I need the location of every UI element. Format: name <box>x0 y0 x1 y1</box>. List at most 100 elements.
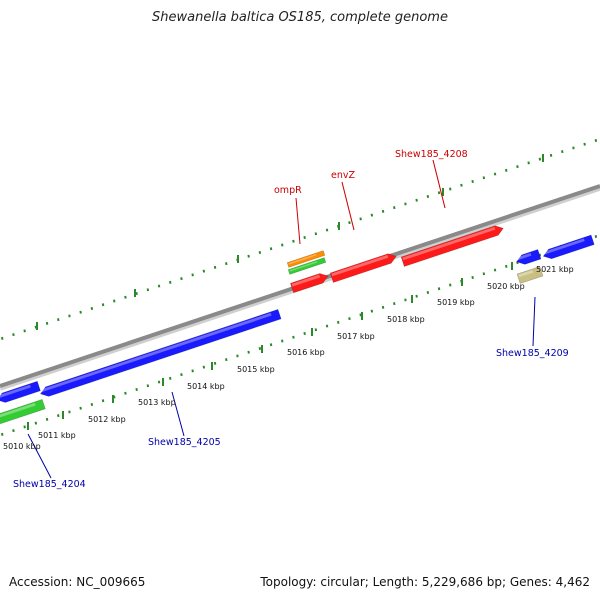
feature-orange <box>286 250 326 268</box>
forward-minor-tick <box>90 306 94 310</box>
reverse-minor-tick <box>393 302 396 306</box>
reverse-minor-tick <box>415 294 418 298</box>
forward-minor-tick <box>426 194 430 198</box>
forward-minor-tick <box>493 172 497 176</box>
reverse-minor-tick <box>57 414 60 418</box>
reverse-minor-tick <box>471 276 474 280</box>
forward-minor-tick <box>437 191 441 195</box>
reverse-minor-tick <box>337 320 340 324</box>
reverse-minor-tick <box>269 343 273 347</box>
gene-shew185-4205 <box>39 309 282 397</box>
forward-minor-tick <box>1 336 4 340</box>
forward-minor-tick <box>45 321 49 325</box>
forward-minor-tick <box>370 213 374 217</box>
gene-envZ <box>329 253 397 283</box>
tick-label: 5018 kbp <box>387 315 425 324</box>
reverse-minor-tick <box>348 317 351 321</box>
tick-label: 5012 kbp <box>88 415 126 424</box>
tick-track-reverse <box>1 234 598 436</box>
gene-reverse-left <box>0 380 41 403</box>
forward-minor-tick <box>169 280 172 284</box>
forward-minor-tick <box>583 142 586 146</box>
forward-minor-tick <box>292 239 295 243</box>
forward-minor-tick <box>460 183 463 187</box>
reverse-minor-tick <box>191 369 194 373</box>
reverse-minor-tick <box>225 358 228 362</box>
reverse-minor-tick <box>79 406 82 410</box>
reverse-minor-tick <box>146 384 150 388</box>
tick-label: 5010 kbp <box>3 442 41 451</box>
forward-minor-tick <box>135 292 138 296</box>
forward-minor-tick <box>12 333 15 337</box>
tick-label: 5021 kbp <box>536 265 574 274</box>
forward-minor-tick <box>303 236 306 240</box>
forward-minor-tick <box>68 314 71 318</box>
reverse-minor-tick <box>1 432 4 436</box>
forward-minor-tick <box>325 228 329 232</box>
gene-shew185-4204 <box>0 398 46 426</box>
reverse-minor-tick <box>113 395 116 399</box>
reverse-minor-tick <box>135 388 138 392</box>
forward-minor-tick <box>549 153 553 157</box>
reverse-minor-tick <box>449 283 452 287</box>
gene-label: Shew185_4205 <box>148 437 221 448</box>
gene-label: envZ <box>331 170 355 181</box>
reverse-minor-tick <box>314 328 318 332</box>
gene-callouts: ompR envZ Shew185_4208 Shew185_4209 Shew185_… <box>13 149 569 490</box>
reverse-minor-tick <box>370 309 374 313</box>
forward-minor-tick <box>146 288 150 292</box>
reverse-minor-tick <box>157 380 161 384</box>
tick-label: 5020 kbp <box>487 282 525 291</box>
tick-label: 5016 kbp <box>287 348 325 357</box>
forward-minor-tick <box>101 303 105 307</box>
reverse-minor-tick <box>381 305 385 309</box>
tick-label: 5014 kbp <box>187 382 225 391</box>
tick-label: 5017 kbp <box>337 332 375 341</box>
forward-minor-tick <box>79 310 82 314</box>
gene-shew185-4209 <box>516 249 542 265</box>
gene-reverse-right <box>542 234 595 260</box>
reverse-minor-tick <box>359 313 362 317</box>
forward-minor-tick <box>415 198 418 202</box>
callout-line <box>27 433 52 479</box>
reverse-minor-tick <box>493 268 497 272</box>
gene-label: ompR <box>274 185 302 196</box>
forward-minor-tick <box>505 168 508 172</box>
forward-minor-tick <box>561 150 564 154</box>
forward-minor-tick <box>247 254 250 258</box>
gene-features <box>0 225 595 426</box>
forward-minor-tick <box>281 243 284 247</box>
reverse-minor-tick <box>482 272 486 276</box>
reverse-minor-tick <box>90 402 94 406</box>
reverse-minor-tick <box>538 253 542 257</box>
callout-line <box>341 181 355 231</box>
reverse-minor-tick <box>68 410 71 414</box>
reverse-minor-tick <box>325 324 329 328</box>
accession-text: Accession: NC_009665 <box>9 575 146 589</box>
forward-minor-tick <box>23 329 26 333</box>
tick-label: 5019 kbp <box>437 298 475 307</box>
reverse-minor-tick <box>258 346 262 350</box>
forward-minor-tick <box>404 202 407 206</box>
reverse-minor-tick <box>34 421 38 425</box>
reverse-minor-tick <box>180 373 183 377</box>
reverse-minor-tick <box>437 287 441 291</box>
reverse-minor-tick <box>404 298 407 302</box>
reverse-minor-tick <box>202 365 206 369</box>
callout-line <box>295 197 301 245</box>
forward-minor-tick <box>225 262 228 266</box>
reverse-minor-tick <box>12 429 15 433</box>
forward-minor-tick <box>381 209 385 213</box>
callout-line <box>432 159 446 209</box>
genome-summary-text: Topology: circular; Length: 5,229,686 bp… <box>260 575 590 589</box>
reverse-minor-tick <box>426 290 430 294</box>
reverse-minor-tick <box>124 391 127 395</box>
forward-minor-tick <box>538 157 542 161</box>
forward-minor-tick <box>191 273 194 277</box>
forward-minor-tick <box>572 146 575 150</box>
reverse-minor-tick <box>303 332 306 336</box>
reverse-minor-tick <box>101 399 105 403</box>
forward-minor-tick <box>516 165 519 169</box>
reverse-minor-tick <box>281 339 284 343</box>
